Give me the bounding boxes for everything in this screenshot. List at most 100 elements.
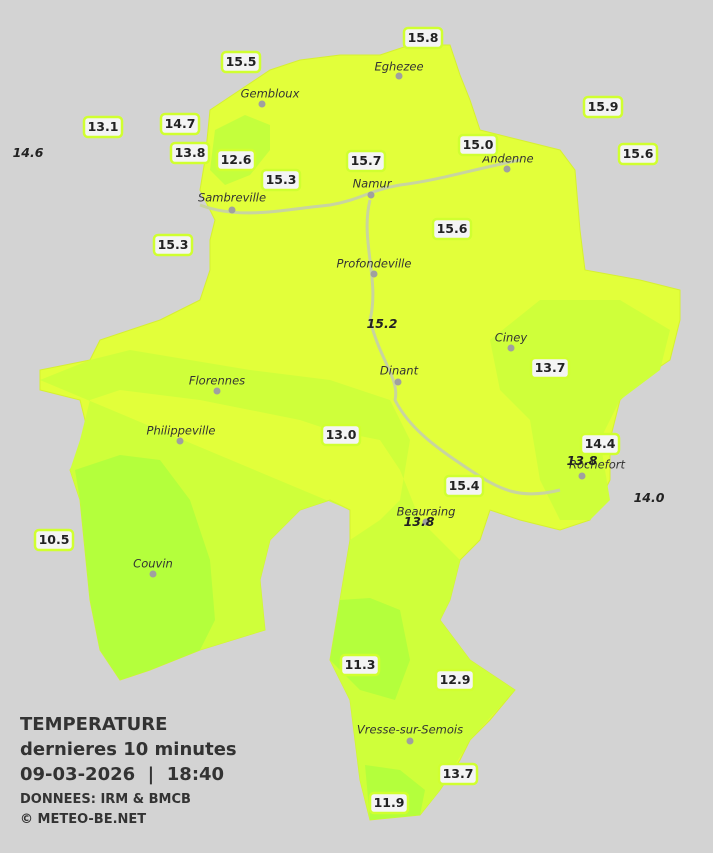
station-box	[443, 474, 485, 498]
station: 15.3	[152, 233, 194, 257]
zone-cold-west	[75, 455, 215, 680]
station-value: 14.6	[13, 145, 44, 160]
station: 11.9	[368, 791, 410, 815]
station-value: 12.6	[221, 152, 252, 167]
station-box	[159, 112, 201, 136]
station-box	[169, 141, 211, 165]
station-value: 15.3	[158, 237, 189, 252]
station-value: 13.7	[443, 766, 474, 781]
station-box	[368, 791, 410, 815]
station-box	[582, 95, 624, 119]
station: 15.0	[457, 133, 499, 157]
station-value: 15.8	[408, 30, 439, 45]
station-value: 13.8	[404, 514, 435, 529]
legend-source: DONNEES: IRM & BMCB	[20, 792, 191, 807]
station-value: 14.4	[585, 436, 616, 451]
station-box	[402, 26, 444, 50]
city-dot	[406, 737, 414, 745]
legend-copyright: © METEO-BE.NET	[20, 812, 146, 827]
cities: EghezeeGemblouxAndenneNamurSambrevillePr…	[133, 60, 626, 745]
station: 13.8	[169, 141, 211, 165]
city-dot	[394, 378, 402, 386]
city-dot	[395, 72, 403, 80]
station-box	[339, 653, 381, 677]
station: 14.0	[634, 490, 665, 505]
city-label: Rochefort	[569, 458, 626, 472]
station: 13.8	[404, 514, 435, 529]
city-dot	[503, 165, 511, 173]
station: 15.8	[402, 26, 444, 50]
city-label: Sambreville	[198, 191, 266, 205]
city-dot	[507, 344, 515, 352]
city-label: Profondeville	[337, 257, 412, 271]
legend: TEMPERATURE dernieres 10 minutes 09-03-2…	[20, 714, 237, 827]
stations: 15.8 15.5 15.9 13.1 14.7 14.6 13.8 12.6 15.0 15.6…	[13, 26, 665, 815]
station-value: 13.0	[326, 427, 357, 442]
legend-subtitle: dernieres 10 minutes	[20, 739, 237, 760]
station: 15.6	[617, 142, 659, 166]
zone-cool-east	[490, 300, 670, 520]
station-box	[220, 50, 262, 74]
city-dot	[258, 100, 266, 108]
city-label: Ciney	[495, 331, 528, 345]
station-box	[82, 115, 124, 139]
station: 14.4	[579, 432, 621, 456]
station-value: 15.9	[588, 99, 619, 114]
station: 15.5	[220, 50, 262, 74]
city-label: Couvin	[133, 557, 173, 571]
station-box	[260, 168, 302, 192]
station: 11.3	[339, 653, 381, 677]
station-box	[345, 149, 387, 173]
station-value: 15.6	[623, 146, 654, 161]
station-value: 13.7	[535, 360, 566, 375]
city-dot	[149, 570, 157, 578]
city-label: Namur	[353, 177, 393, 191]
station-box	[457, 133, 499, 157]
station: 13.8	[567, 453, 598, 468]
city-dot	[578, 472, 586, 480]
station: 12.6	[215, 148, 257, 172]
city-label: Eghezee	[374, 60, 423, 74]
station-box	[33, 528, 75, 552]
station-box	[320, 423, 362, 447]
station-value: 13.8	[175, 145, 206, 160]
station: 15.4	[443, 474, 485, 498]
city-dot	[367, 191, 375, 199]
station-box	[529, 356, 571, 380]
station-value: 10.5	[39, 532, 70, 547]
station-box	[437, 762, 479, 786]
station-value: 15.0	[463, 137, 494, 152]
station-box	[617, 142, 659, 166]
station: 12.9	[434, 668, 476, 692]
city-label: Beauraing	[397, 505, 456, 519]
city-dot	[228, 206, 236, 214]
legend-timestamp: 09-03-2026 | 18:40	[20, 764, 224, 785]
station: 13.0	[320, 423, 362, 447]
station: 15.3	[260, 168, 302, 192]
station-value: 12.9	[440, 672, 471, 687]
city-label: Florennes	[189, 374, 245, 388]
station-value: 15.2	[367, 316, 398, 331]
station-value: 15.6	[437, 221, 468, 236]
city-label: Gembloux	[241, 87, 300, 101]
station: 13.7	[437, 762, 479, 786]
city-dot	[422, 518, 430, 526]
station: 15.6	[431, 217, 473, 241]
station-box	[579, 432, 621, 456]
station-value: 14.7	[165, 116, 196, 131]
station: 10.5	[33, 528, 75, 552]
city-dot	[213, 387, 221, 395]
station-box	[215, 148, 257, 172]
station-box	[431, 217, 473, 241]
station: 15.2	[367, 316, 398, 331]
station-value: 13.8	[567, 453, 598, 468]
station: 13.1	[82, 115, 124, 139]
station-value: 15.3	[266, 172, 297, 187]
station-value: 11.9	[374, 795, 405, 810]
city-dot	[370, 270, 378, 278]
city-label: Philippeville	[147, 424, 216, 438]
station: 14.6	[13, 145, 44, 160]
station-box	[434, 668, 476, 692]
